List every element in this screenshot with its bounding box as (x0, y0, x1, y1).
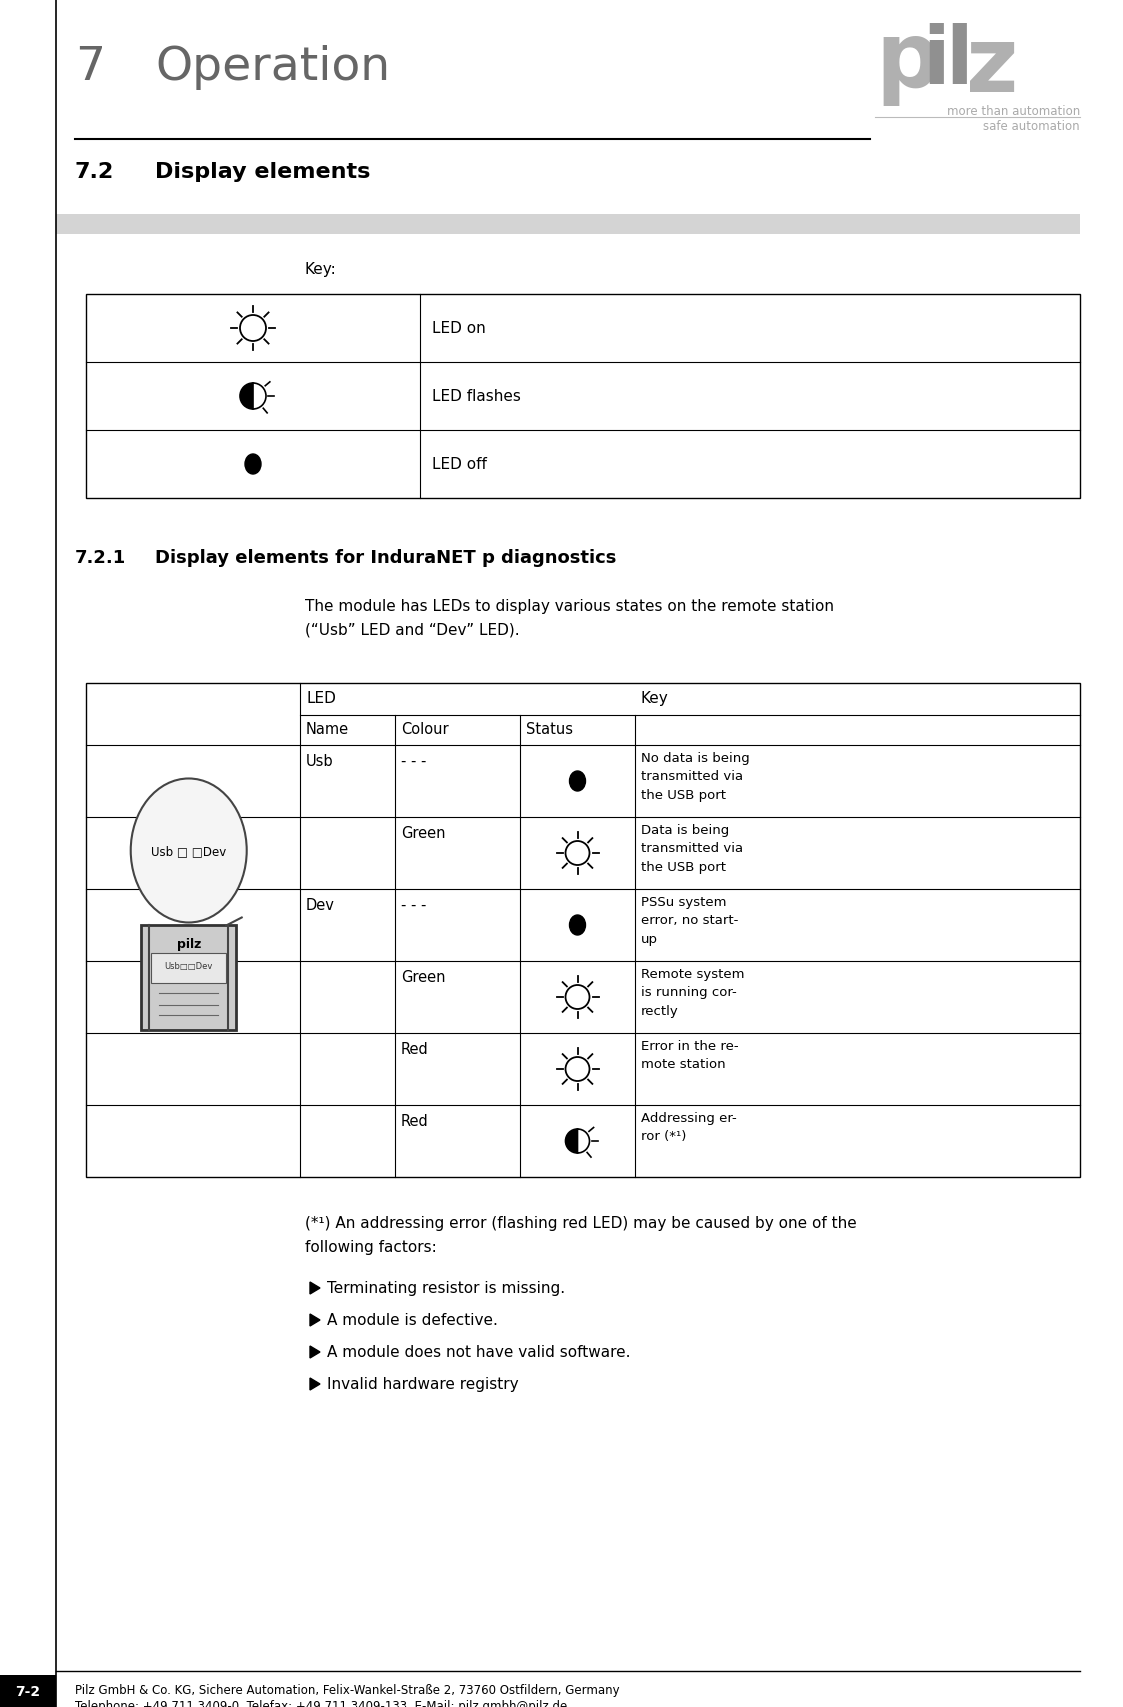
Text: Dev: Dev (305, 898, 335, 913)
Ellipse shape (245, 454, 261, 475)
Bar (141, 925, 236, 1031)
Text: Red: Red (401, 1041, 429, 1057)
Text: A module does not have valid software.: A module does not have valid software. (327, 1343, 630, 1359)
Text: Red: Red (401, 1113, 429, 1128)
Bar (86, 295, 1080, 498)
Text: - - -: - - - (401, 753, 427, 768)
Polygon shape (310, 1347, 320, 1359)
Text: Colour: Colour (401, 722, 448, 736)
Text: Pilz GmbH & Co. KG, Sichere Automation, Felix-Wankel-Straße 2, 73760 Ostfildern,: Pilz GmbH & Co. KG, Sichere Automation, … (75, 1683, 620, 1697)
Text: Display elements: Display elements (155, 162, 371, 183)
Wedge shape (253, 384, 266, 410)
Text: pilz: pilz (176, 937, 201, 951)
Bar (152, 954, 226, 983)
Polygon shape (310, 1282, 320, 1294)
Bar (56, 215, 1080, 236)
Text: Addressing er-
ror (*¹): Addressing er- ror (*¹) (641, 1111, 737, 1142)
Text: The module has LEDs to display various states on the remote station: The module has LEDs to display various s… (305, 599, 834, 613)
Text: Status: Status (526, 722, 573, 736)
Text: Key: Key (641, 691, 669, 705)
Text: Name: Name (305, 722, 349, 736)
Text: 7: 7 (75, 44, 104, 90)
Wedge shape (240, 384, 253, 410)
Bar (86, 683, 1080, 1178)
Text: LED flashes: LED flashes (432, 389, 521, 405)
Text: LED off: LED off (432, 457, 487, 471)
Ellipse shape (569, 915, 585, 935)
Text: (*¹) An addressing error (flashing red LED) may be caused by one of the: (*¹) An addressing error (flashing red L… (305, 1215, 857, 1231)
Text: Usb □ □Dev: Usb □ □Dev (152, 845, 227, 857)
Ellipse shape (569, 772, 585, 792)
Text: (“Usb” LED and “Dev” LED).: (“Usb” LED and “Dev” LED). (305, 623, 520, 638)
Text: Terminating resistor is missing.: Terminating resistor is missing. (327, 1280, 565, 1296)
Text: Telephone: +49 711 3409-0, Telefax: +49 711 3409-133, E-Mail: pilz.gmbh@pilz.de: Telephone: +49 711 3409-0, Telefax: +49 … (75, 1698, 567, 1707)
Text: Operation: Operation (155, 44, 390, 90)
Bar (0, 1675, 56, 1707)
Text: Data is being
transmitted via
the USB port: Data is being transmitted via the USB po… (641, 823, 743, 874)
Text: A module is defective.: A module is defective. (327, 1313, 497, 1328)
Text: Usb: Usb (305, 753, 334, 768)
Text: i: i (922, 22, 950, 101)
Text: 7.2.1: 7.2.1 (75, 548, 126, 567)
Text: 7.2: 7.2 (75, 162, 115, 183)
Text: z: z (966, 22, 1019, 111)
Text: LED: LED (305, 691, 336, 705)
Text: l: l (944, 22, 973, 101)
Polygon shape (310, 1314, 320, 1326)
Text: PSSu system
error, no start-
up: PSSu system error, no start- up (641, 896, 739, 946)
Text: LED on: LED on (432, 321, 486, 336)
Text: Remote system
is running cor-
rectly: Remote system is running cor- rectly (641, 968, 745, 1017)
Text: No data is being
transmitted via
the USB port: No data is being transmitted via the USB… (641, 751, 750, 802)
Text: safe automation: safe automation (984, 119, 1080, 133)
Text: Error in the re-
mote station: Error in the re- mote station (641, 1040, 739, 1070)
Text: - - -: - - - (401, 898, 427, 913)
Text: following factors:: following factors: (305, 1239, 437, 1255)
Wedge shape (577, 1130, 590, 1154)
Text: Green: Green (401, 970, 446, 985)
Text: Green: Green (401, 826, 446, 840)
Text: Usb□□Dev: Usb□□Dev (165, 963, 213, 971)
Text: 7-2: 7-2 (16, 1685, 40, 1698)
Text: p: p (875, 19, 940, 106)
Text: Invalid hardware registry: Invalid hardware registry (327, 1376, 519, 1391)
Ellipse shape (130, 778, 247, 923)
Bar (0, 0, 56, 1707)
Polygon shape (310, 1378, 320, 1389)
Text: Key:: Key: (305, 261, 337, 277)
Text: Display elements for InduraNET p diagnostics: Display elements for InduraNET p diagnos… (155, 548, 617, 567)
Wedge shape (566, 1130, 577, 1154)
Text: more than automation: more than automation (947, 104, 1080, 118)
